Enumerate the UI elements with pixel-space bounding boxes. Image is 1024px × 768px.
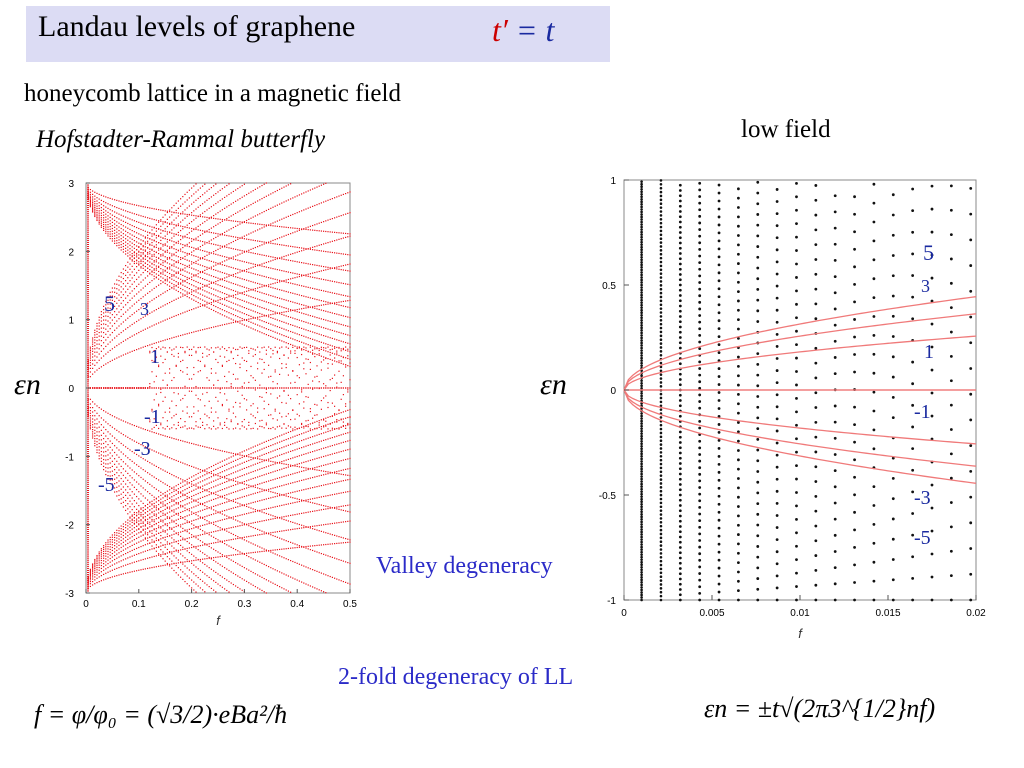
level-label: -1 [144, 406, 161, 428]
level-label: -5 [98, 474, 115, 496]
level-label: 5 [104, 291, 115, 316]
landau-fit-curve [623, 335, 977, 391]
low-field-label: low field [741, 116, 831, 143]
y-tick-label: 0 [68, 384, 74, 395]
landau-fit-curve [623, 313, 977, 391]
landau-fit-curve [623, 389, 977, 467]
y-tick-label: 1 [610, 176, 616, 187]
landau-fit-curve [623, 296, 977, 391]
ll-degeneracy-note: 2-fold degeneracy of LL [338, 664, 574, 690]
x-tick-label: 0.5 [343, 599, 357, 610]
x-tick-label: 0.4 [290, 599, 304, 610]
landau-fit-curve [623, 389, 977, 445]
butterfly-dots [87, 182, 351, 594]
low-field-chart: 1 0.5 0 -0.5 -1 0 0.005 0.01 0.015 0.02 f 5 3 1 -1 -3 -5 [599, 176, 986, 641]
x-tick-label: 0.005 [699, 608, 724, 619]
f-definition-formula: f = φ/φ₀ = (√3/2)·eBa²/ħ [34, 700, 288, 729]
page-title: Landau levels of graphene [38, 10, 356, 43]
level-label: 1 [150, 346, 160, 368]
x-tick-label: 0.2 [185, 599, 199, 610]
level-label: 3 [140, 299, 149, 319]
y-tick-label: 3 [68, 179, 74, 190]
level-label: 1 [924, 341, 934, 363]
butterfly-chart: 3 2 1 0 -1 -2 -3 0 0.1 0.2 0.3 0.4 0.5 f 5 3 1 -1 -3 -5 [65, 179, 357, 628]
level-label: -3 [914, 487, 931, 509]
y-tick-label: 2 [68, 247, 74, 258]
x-tick-label: 0.015 [875, 608, 900, 619]
level-label: 5 [923, 240, 934, 265]
y-tick-label: -3 [65, 589, 74, 600]
x-tick-label: 0.02 [966, 608, 986, 619]
y-tick-label: -2 [65, 521, 74, 532]
level-label: -3 [134, 438, 151, 460]
spectrum-dots [640, 179, 973, 602]
x-axis-label: f [798, 626, 803, 641]
level-label: -1 [914, 401, 931, 423]
epsilon-label-left: εn [14, 368, 41, 401]
x-tick-label: 0 [83, 599, 89, 610]
t-prime: t′ [492, 12, 508, 48]
y-tick-label: 0 [610, 386, 616, 397]
t-symbol: t [545, 12, 555, 48]
x-tick-label: 0.1 [132, 599, 146, 610]
y-tick-label: -0.5 [599, 491, 617, 502]
x-tick-label: 0.3 [237, 599, 251, 610]
level-label: -5 [914, 527, 931, 549]
epsilon-label-right: εn [540, 368, 567, 401]
equals-sign: = [507, 12, 546, 48]
valley-degeneracy-note: Valley degeneracy [376, 553, 553, 579]
x-tick-label: 0.01 [790, 608, 810, 619]
epsilon-formula: εn = ±t√(2π3^{1/2}nf) [704, 694, 936, 723]
y-tick-label: -1 [607, 596, 616, 607]
subtitle-italic: Hofstadter-Rammal butterfly [36, 126, 326, 153]
subtitle: honeycomb lattice in a magnetic field [24, 80, 401, 107]
y-tick-label: 0.5 [602, 281, 616, 292]
landau-fit-curve [623, 389, 977, 484]
y-tick-label: -1 [65, 452, 74, 463]
level-label: 3 [921, 276, 930, 296]
x-tick-label: 0 [621, 608, 627, 619]
title-math: t′ = t [492, 12, 554, 49]
x-axis-label: f [216, 613, 221, 628]
title-banner [26, 6, 610, 62]
y-tick-label: 1 [68, 316, 74, 327]
